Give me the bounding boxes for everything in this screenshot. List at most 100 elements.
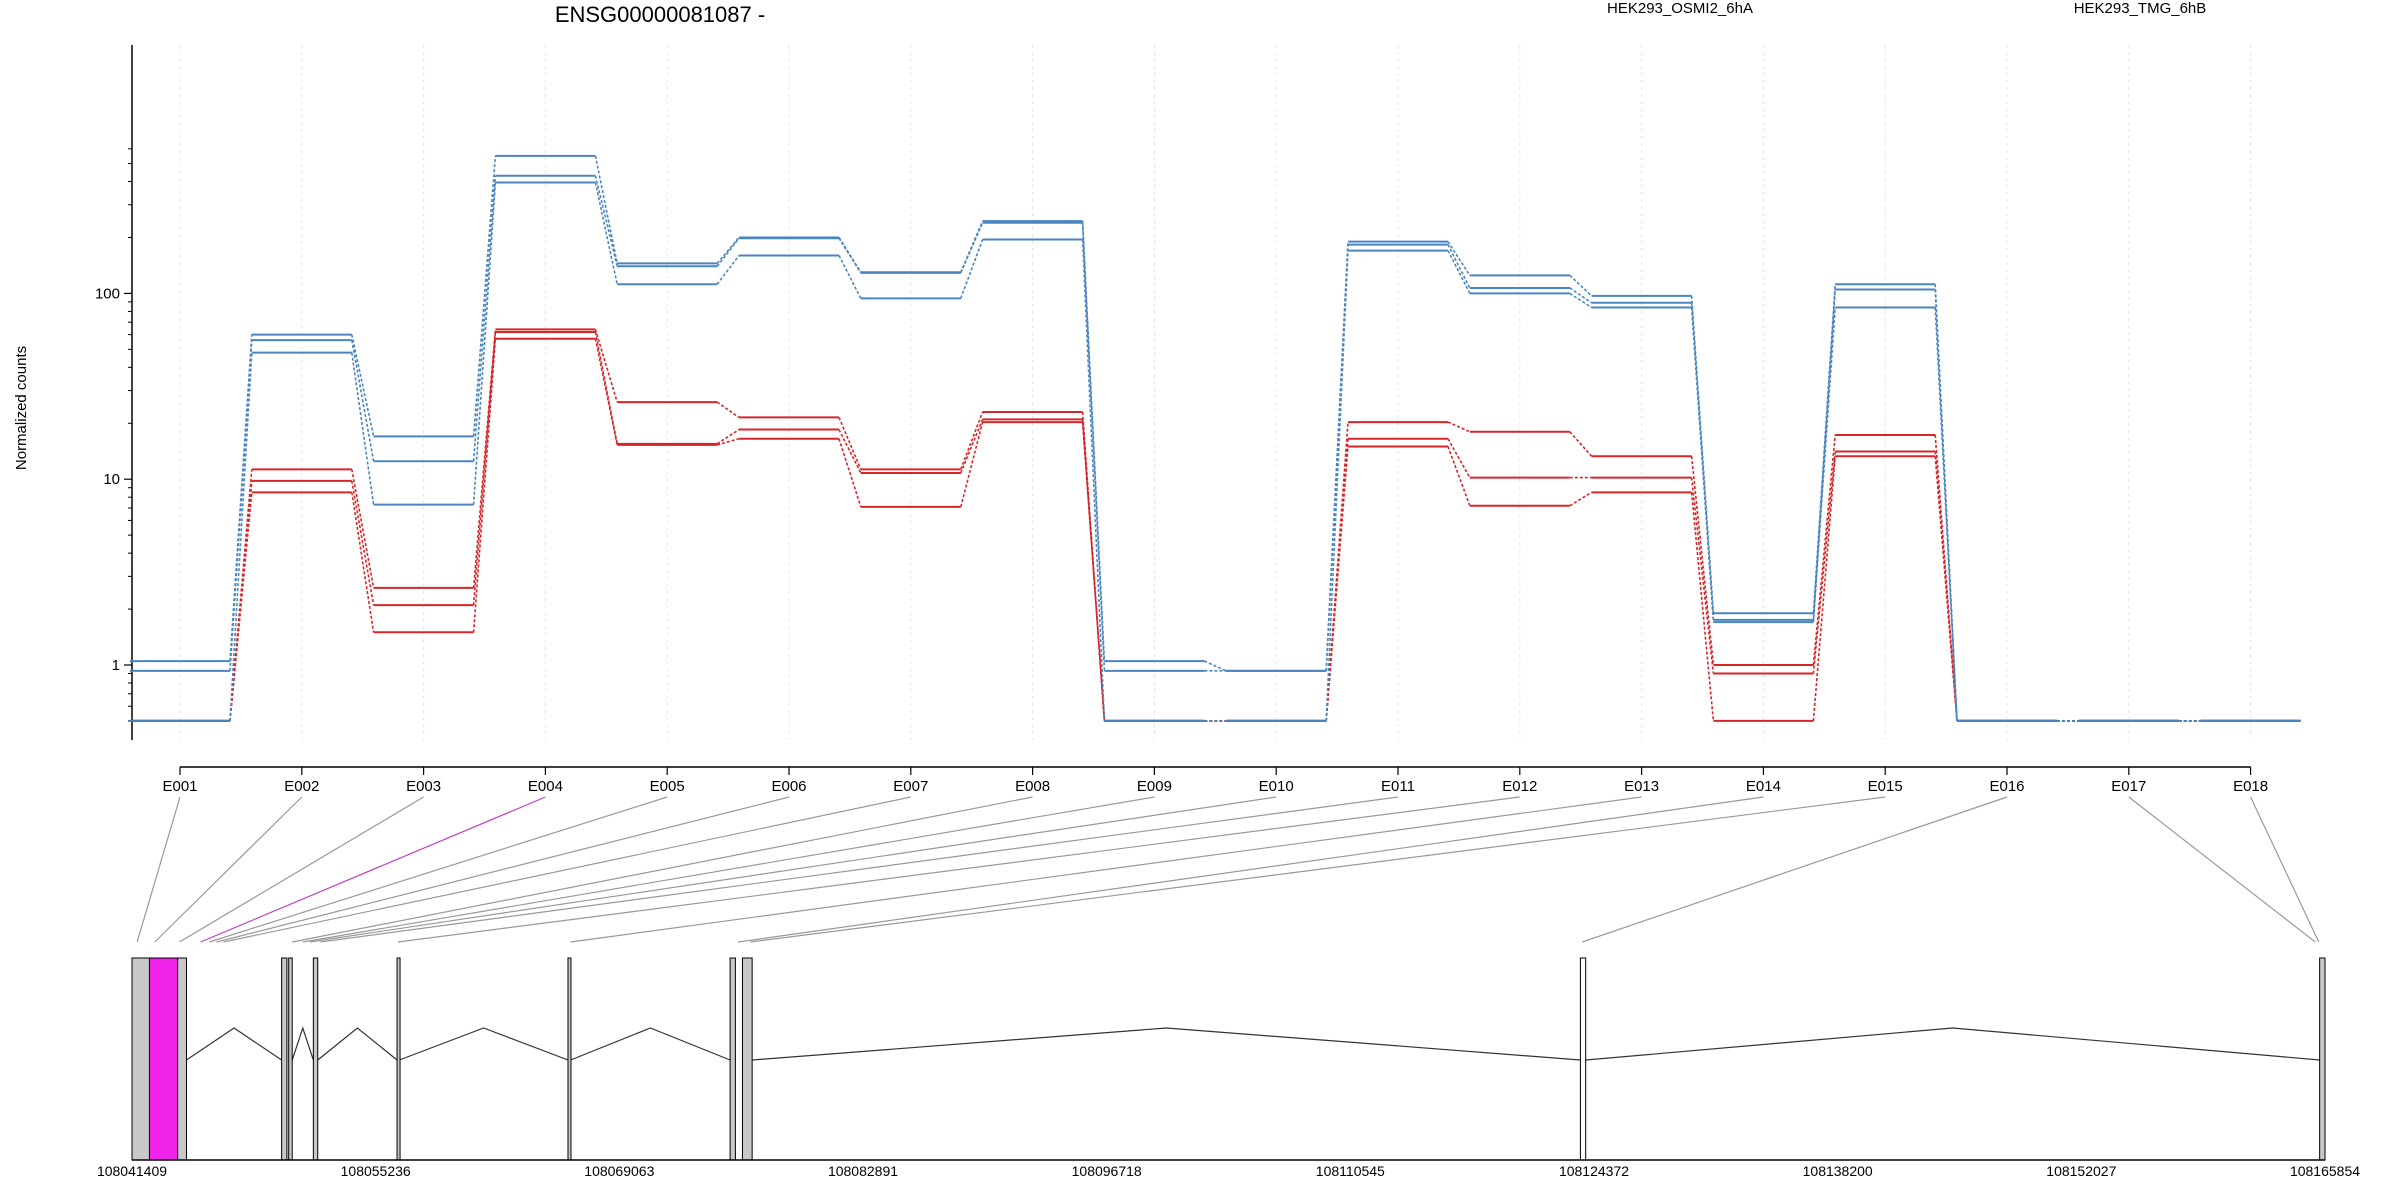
exon-connector bbox=[216, 796, 790, 943]
exon-connector bbox=[302, 796, 1155, 943]
connector-segment bbox=[960, 411, 984, 470]
connector-segment bbox=[838, 429, 862, 474]
connector-segment bbox=[229, 340, 253, 671]
connector-segment bbox=[1690, 302, 1715, 620]
exon-block bbox=[177, 957, 187, 1161]
exon-connector bbox=[309, 796, 1277, 943]
connector-segment bbox=[1447, 250, 1471, 294]
exon-connector bbox=[570, 796, 1642, 943]
connector-segment bbox=[1447, 421, 1471, 433]
x-tick-label: E011 bbox=[1381, 778, 1415, 795]
exon-connector bbox=[737, 796, 1764, 943]
connector-segment bbox=[1569, 287, 1593, 304]
connector-segment bbox=[1812, 456, 1836, 721]
connector-segment bbox=[472, 182, 497, 505]
connector-segment bbox=[1569, 431, 1593, 457]
connector-segment bbox=[1447, 446, 1471, 506]
exon-block bbox=[567, 957, 572, 1161]
y-axis: 1 10 100 bbox=[95, 45, 133, 740]
connector-segment bbox=[960, 419, 984, 474]
coordinate-label: 108082891 bbox=[828, 1163, 898, 1179]
intron-line bbox=[1585, 1027, 2320, 1061]
coordinate-label: 108041409 bbox=[97, 1163, 167, 1179]
exon-connector bbox=[179, 796, 424, 943]
connector-segment bbox=[838, 438, 862, 508]
connector-segment bbox=[1569, 491, 1593, 507]
x-tick-label: E013 bbox=[1624, 778, 1659, 795]
connector-segment bbox=[594, 175, 618, 267]
connector-segment bbox=[351, 469, 375, 589]
connector-segment bbox=[838, 237, 862, 274]
x-tick-label: E002 bbox=[284, 778, 319, 795]
series-line bbox=[130, 328, 2301, 722]
connector-segment bbox=[1447, 438, 1471, 478]
x-tick-label: E003 bbox=[406, 778, 441, 795]
intron-line bbox=[752, 1027, 1581, 1061]
coordinate-label: 108124372 bbox=[1559, 1163, 1629, 1179]
connector-segment bbox=[1934, 456, 1958, 721]
coordinate-label: 108138200 bbox=[1803, 1163, 1873, 1179]
connector-segment bbox=[1812, 434, 1836, 666]
exon-connector bbox=[397, 796, 1520, 943]
exon-connector bbox=[136, 796, 181, 943]
series-line bbox=[130, 154, 2301, 722]
connector-segment bbox=[716, 401, 740, 419]
genomic-coordinate-axis: 108041409 108055236 108069063 108082891 1080… bbox=[97, 1159, 2360, 1179]
coordinate-label: 108110545 bbox=[1316, 1163, 1385, 1179]
connector-segment bbox=[229, 352, 253, 721]
connector-segment bbox=[960, 222, 984, 274]
x-tick-label: E015 bbox=[1868, 778, 1903, 795]
exon-block bbox=[396, 957, 401, 1161]
connector-segment bbox=[1569, 274, 1593, 297]
intron-line bbox=[570, 1027, 731, 1061]
exon-block bbox=[148, 957, 179, 1161]
exon-connector bbox=[223, 796, 911, 943]
x-tick-label: E007 bbox=[893, 778, 928, 795]
connector-segment bbox=[472, 329, 497, 588]
exon-block bbox=[131, 957, 150, 1161]
connector-segment bbox=[1204, 660, 1227, 672]
connector-segment bbox=[1934, 434, 1958, 721]
y-tick-label: 1 bbox=[112, 657, 120, 674]
connector-segment bbox=[716, 237, 740, 267]
series-line bbox=[130, 174, 2301, 722]
connector-segment bbox=[838, 255, 862, 299]
exon-block bbox=[312, 957, 319, 1161]
connector-segment bbox=[960, 421, 984, 508]
connector-segment bbox=[1569, 292, 1593, 309]
connector-segment bbox=[1812, 451, 1836, 674]
gene-model-track bbox=[131, 957, 2326, 1161]
series-line bbox=[130, 181, 2301, 722]
x-tick-label: E006 bbox=[771, 778, 806, 795]
y-tick-label: 100 bbox=[95, 285, 120, 302]
exon-block bbox=[2319, 957, 2326, 1161]
exon-connector bbox=[200, 796, 546, 943]
series-line bbox=[130, 337, 2301, 722]
connector-segment bbox=[1690, 492, 1715, 722]
x-tick-label: E004 bbox=[528, 778, 563, 795]
exon-connector-lines bbox=[136, 796, 2320, 943]
connector-segment bbox=[716, 438, 740, 446]
x-tick-label: E018 bbox=[2233, 778, 2268, 795]
exon-connector bbox=[2250, 796, 2320, 943]
intron-line bbox=[186, 1027, 282, 1061]
connector-segment bbox=[351, 340, 375, 462]
exon-block bbox=[1579, 957, 1587, 1161]
connector-segment bbox=[1325, 422, 1349, 721]
exon-connector bbox=[2128, 796, 2316, 943]
exon-connector bbox=[209, 796, 668, 943]
connector-segment bbox=[594, 182, 618, 285]
connector-segment bbox=[1690, 295, 1715, 614]
connector-segment bbox=[472, 338, 497, 633]
x-tick-label: E009 bbox=[1137, 778, 1172, 795]
exon-block bbox=[288, 957, 293, 1161]
series-line bbox=[130, 330, 2301, 722]
y-tick-label: 10 bbox=[103, 471, 120, 488]
connector-segment bbox=[716, 254, 740, 285]
connector-segment bbox=[1934, 307, 1958, 721]
x-tick-label: E001 bbox=[162, 778, 197, 795]
x-axis-exons: E001 E002 E003 E004 E005 E006 E007 E008 E009 E010… bbox=[162, 766, 2268, 795]
coordinate-label: 108055236 bbox=[341, 1163, 411, 1179]
x-tick-label: E012 bbox=[1502, 778, 1537, 795]
chart-title: ENSG00000081087 - bbox=[555, 2, 765, 27]
